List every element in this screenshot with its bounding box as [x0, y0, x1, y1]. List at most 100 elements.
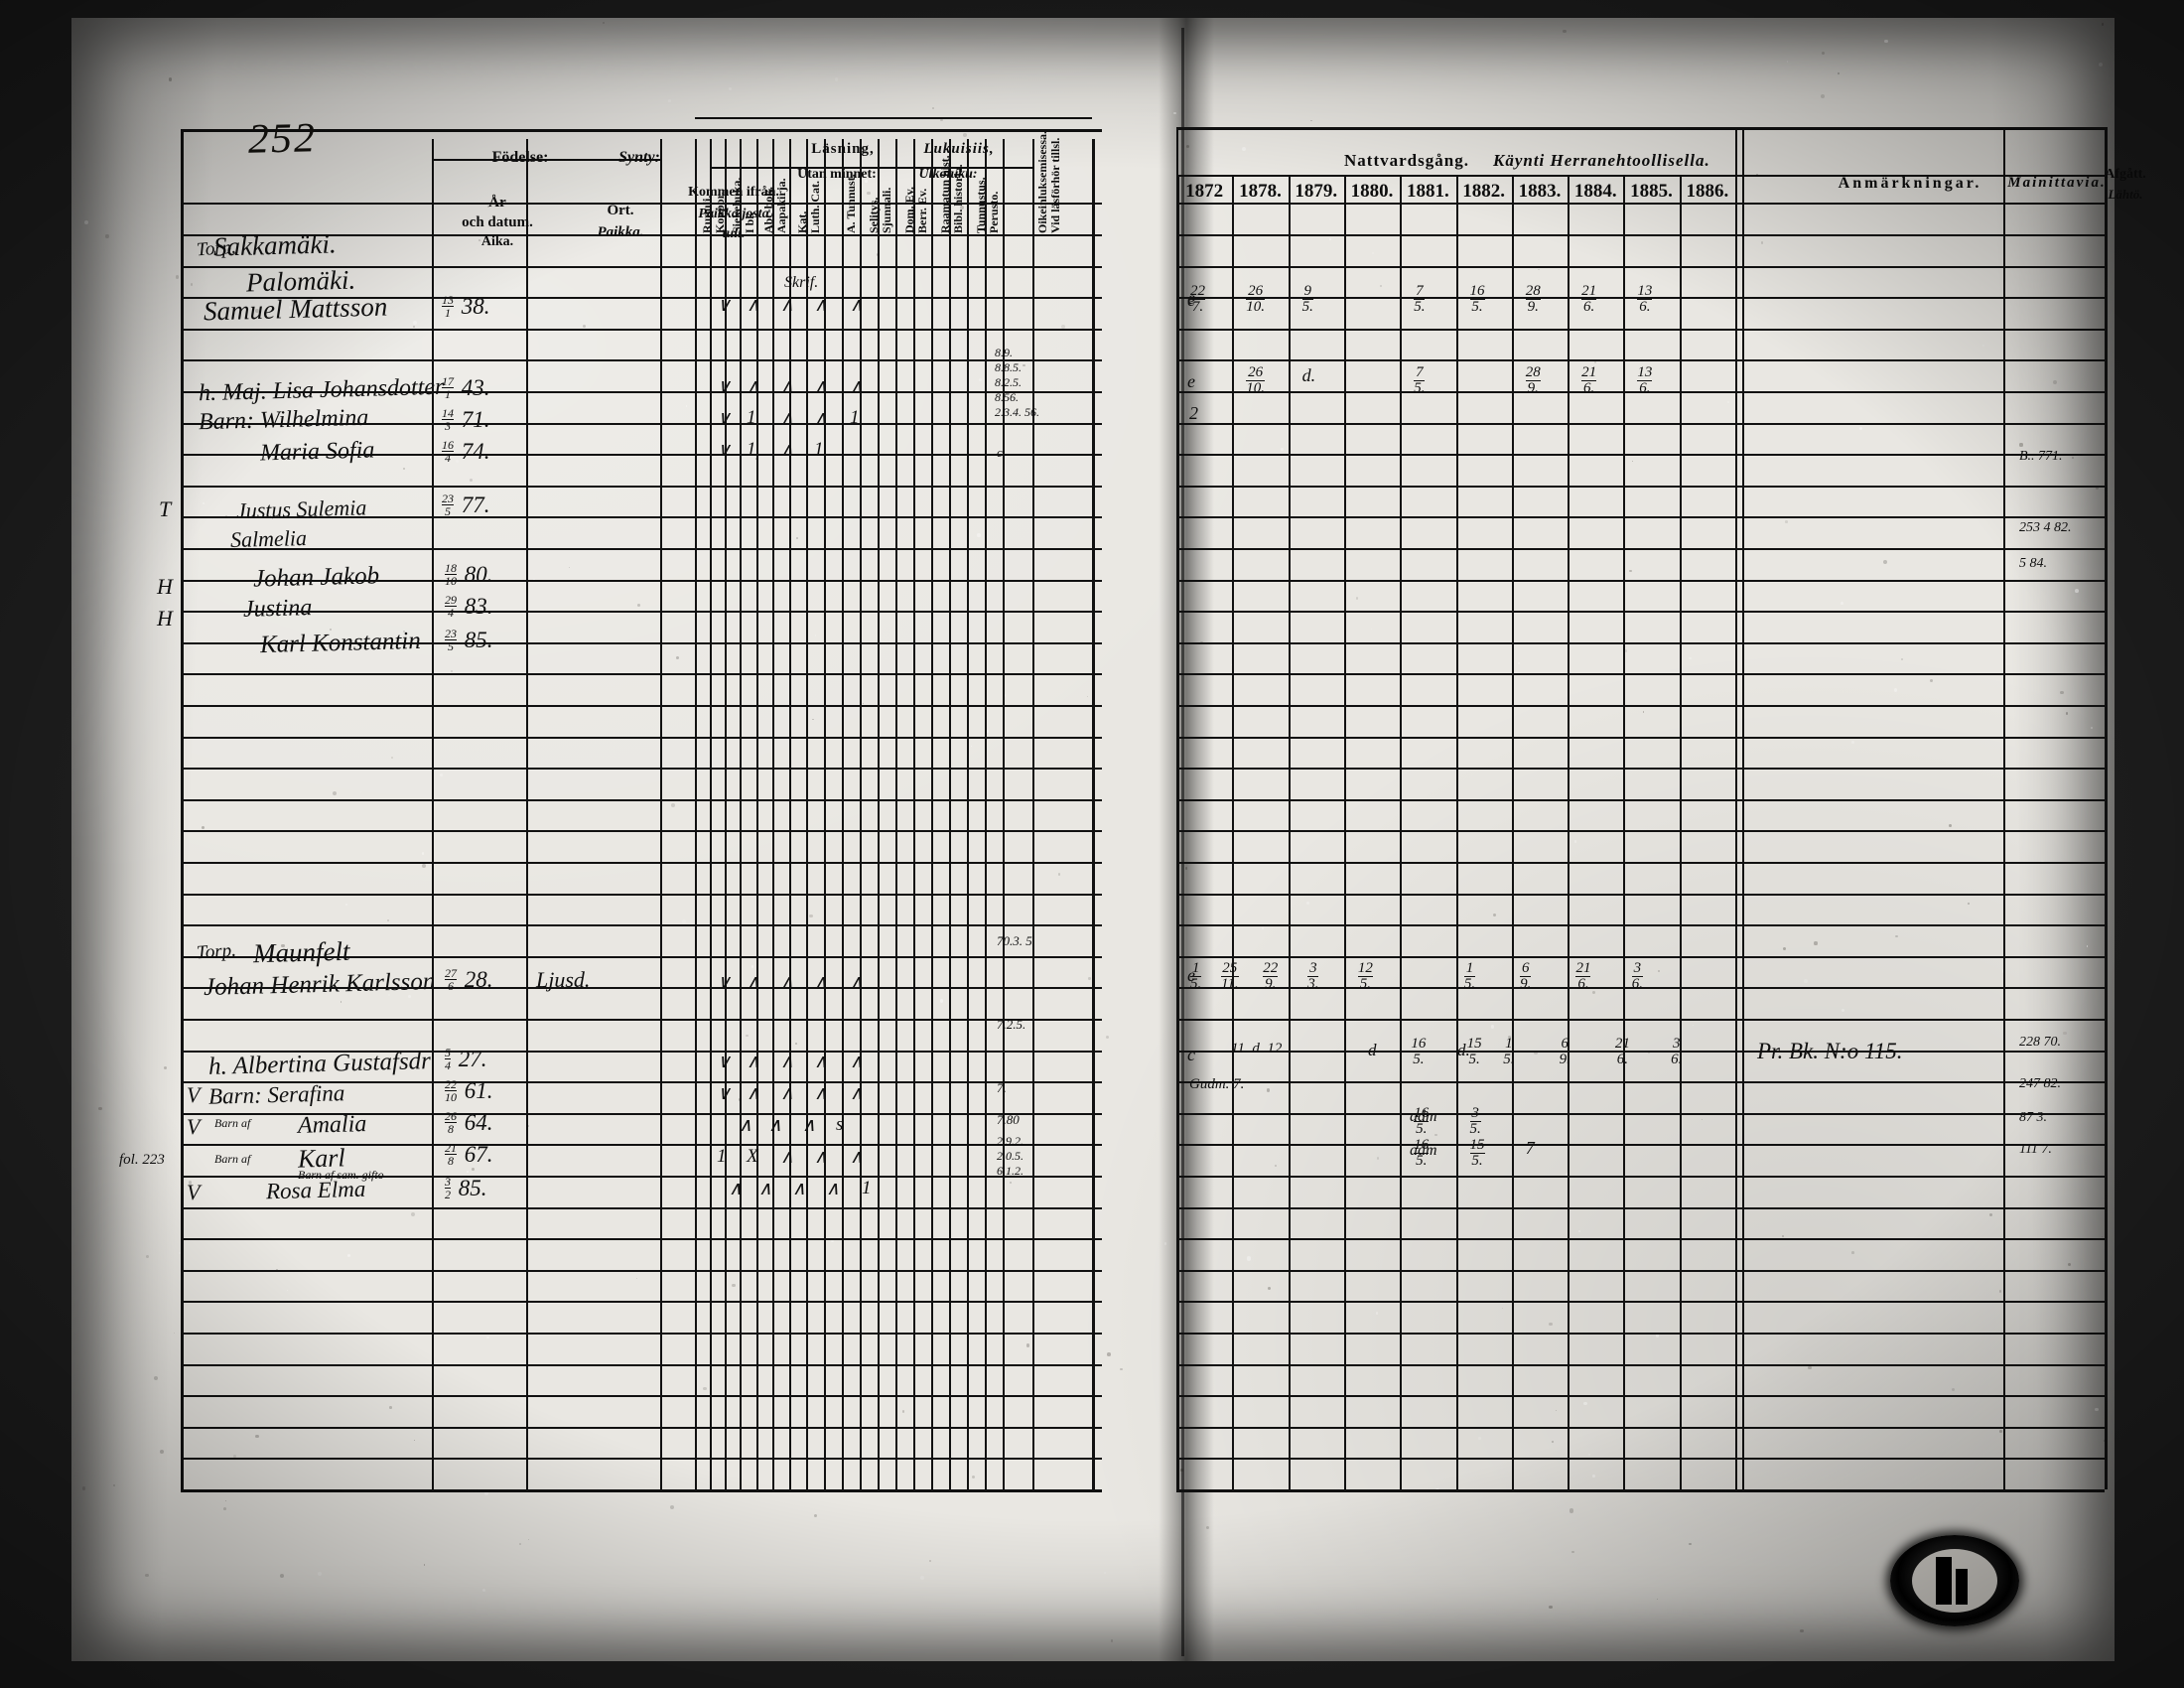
birth-date: 23 5 85. [445, 627, 493, 653]
speckle [1371, 251, 1374, 254]
speckle [519, 1543, 522, 1546]
speckle [929, 1560, 931, 1562]
communion-prefix: c [1187, 1045, 1195, 1064]
narrow-col-8-l1: Perusto. [987, 191, 1001, 233]
croft-name: Maunfelt [252, 935, 350, 969]
speckle [224, 1499, 227, 1502]
narrow-col-0-l1: Koppor. [713, 192, 727, 233]
speckle [2095, 1407, 2099, 1412]
speckle [346, 1254, 351, 1258]
communion-entry: 9 5. [1301, 283, 1313, 315]
speckle [1781, 1235, 1784, 1238]
speckle [1305, 901, 1310, 906]
speckle [940, 999, 944, 1003]
speckle [1088, 977, 1091, 980]
speckle [812, 719, 814, 721]
communion-entry: 16 5. [1414, 1105, 1430, 1137]
reading-grades: 70.3. 5. [997, 933, 1035, 948]
speckle [1930, 678, 1934, 682]
speckle [413, 320, 418, 325]
communion-entry: 3 3. [1307, 960, 1319, 992]
speckle [681, 918, 686, 923]
speckle [1804, 978, 1809, 983]
farm-name: Sakkamäki. [212, 228, 338, 262]
speckle [831, 1239, 834, 1243]
speckle [756, 136, 758, 138]
reading-grades: 7. [997, 1080, 1007, 1095]
speckle [668, 98, 672, 102]
header-reading-sv: Läsning, [811, 141, 875, 157]
speckle [359, 790, 361, 793]
speckle [919, 1576, 924, 1581]
speckle [145, 1573, 149, 1578]
person-name: Karl Konstantin [259, 627, 422, 659]
speckle [796, 537, 798, 539]
speckle [1952, 1387, 1956, 1391]
speckle [1632, 461, 1634, 463]
person-name: Johan Jakob [252, 562, 380, 593]
speckle [202, 501, 205, 505]
reading-mark: ∨ [717, 440, 731, 461]
header-birth-fi: Synty: [618, 149, 660, 166]
departed-note: 5 84. [2019, 556, 2047, 571]
reading-mark: 1 [862, 1178, 872, 1198]
speckle [1110, 1638, 1114, 1642]
speckle [1184, 867, 1188, 871]
speckle [201, 826, 205, 830]
birth-date: 29 4 83. [445, 593, 493, 620]
reading-mark: ∧ [780, 972, 794, 993]
speckle [1573, 839, 1577, 843]
speckle [931, 107, 934, 110]
birth-date: 14 3 71. [442, 406, 490, 433]
speckle [1106, 1035, 1110, 1040]
margin-symbol: T [159, 496, 172, 521]
speckle [1726, 400, 1729, 403]
reading-mark: ∧ [850, 1147, 864, 1168]
speckle [669, 1505, 674, 1510]
speckle [413, 1439, 416, 1442]
speckle [1087, 695, 1089, 698]
person-alt-name: Salmelia [229, 524, 308, 553]
reading-mark: ∧ [792, 1179, 806, 1199]
speckle [1998, 1290, 2002, 1293]
reading-mark: ∧ [758, 1179, 772, 1199]
reading-grades: c. [997, 445, 1007, 460]
header-birth-place-l2: Paikka. [597, 224, 644, 240]
communion-entry: 3 6. [1671, 1036, 1683, 1067]
person-name: Barn: Wilhelmina [198, 404, 369, 436]
speckle [1538, 268, 1540, 271]
speckle [527, 1538, 529, 1540]
speckle [1837, 71, 1840, 74]
speckle [168, 77, 173, 81]
speckle [1782, 947, 1786, 951]
birth-date: 17 1 43. [442, 374, 490, 401]
speckle [1851, 1250, 1854, 1254]
speckle [1025, 1343, 1030, 1348]
speckle [814, 633, 817, 636]
speckle [1009, 1181, 1013, 1185]
speckle [390, 757, 393, 760]
reading-mark: ∧ [780, 408, 794, 429]
header-departed-sv: Afgått. [2105, 167, 2146, 182]
communion-entry: 16 5. [1414, 1137, 1430, 1169]
communion-year-1878: 1878. [1239, 181, 1282, 202]
speckle [411, 1211, 416, 1216]
speckle [2086, 944, 2089, 947]
reading-mark: ∧ [780, 1052, 794, 1072]
reading-mark: ∧ [747, 295, 760, 316]
speckle [1173, 111, 1176, 115]
communion-year-1881: 1881. [1406, 181, 1449, 202]
speckle [1967, 902, 1970, 905]
person-name: Maria Sofia [259, 437, 375, 467]
departed-note: 228 70. [2019, 1035, 2061, 1050]
speckle [970, 745, 972, 747]
speckle [486, 1336, 489, 1339]
speckle [862, 702, 864, 705]
speckle [1103, 1571, 1106, 1574]
speckle [814, 1513, 818, 1517]
reading-mark: ∧ [814, 408, 828, 429]
speckle [1490, 1025, 1495, 1029]
